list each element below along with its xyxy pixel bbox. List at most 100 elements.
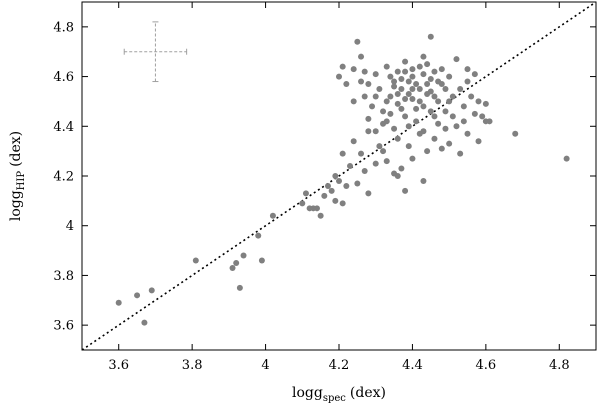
data-point [236,284,243,291]
data-point [358,150,365,157]
data-point [471,110,478,117]
data-point [464,78,471,85]
data-point [424,148,431,155]
data-point [486,118,493,125]
data-point [431,135,438,142]
data-point [563,155,570,162]
data-point [332,197,339,204]
plot-frame [81,1,597,351]
data-point [435,78,442,85]
data-point [347,163,354,170]
x-axis-label-sub: spec [323,393,346,404]
y-tick-label: 4.8 [53,20,74,35]
data-point [328,187,335,194]
data-point [387,73,394,80]
data-point [255,232,262,239]
data-point [435,120,442,127]
x-tick-label: 4.8 [549,358,570,373]
data-point [460,103,467,110]
data-point [148,287,155,294]
data-point [354,180,361,187]
data-point [449,93,456,100]
data-point [372,71,379,78]
data-point [416,86,423,92]
data-point [442,125,449,132]
data-point [317,212,324,219]
data-point [446,140,453,147]
y-tick-label: 4.2 [53,170,74,185]
data-point [369,103,376,110]
y-axis-label-main: logg [8,190,24,221]
data-point [350,98,357,105]
data-point [449,113,456,120]
data-point [336,177,342,184]
y-axis-label: loggHIP (dex) [8,131,27,221]
data-point [442,108,449,115]
data-point [394,90,401,97]
data-point [479,113,486,120]
data-point [453,56,460,63]
data-point [350,138,357,145]
reference-line-group [81,1,597,351]
data-point [299,200,306,207]
error-bar-group [123,21,188,83]
data-point [446,98,453,105]
data-point [394,100,401,107]
one-to-one-line [81,1,597,351]
x-tick-label: 4.6 [476,358,497,373]
data-point [350,66,357,73]
data-point [402,68,409,75]
data-point [512,130,519,137]
data-point [372,93,379,100]
data-point [398,165,405,172]
data-point [339,63,346,70]
data-point [192,257,199,264]
data-point [324,182,331,189]
data-point [457,86,464,92]
data-point [391,83,398,90]
data-point [427,88,434,95]
y-tick-label: 4.4 [53,120,74,135]
data-point [380,148,387,155]
axis-ticks [82,2,596,350]
data-point [332,173,339,179]
data-point [438,66,445,73]
data-point [416,98,423,105]
data-point [336,73,342,80]
data-point [420,71,427,78]
y-tick-label: 4.6 [53,70,74,85]
data-point [229,264,236,271]
data-point [343,182,350,189]
data-point [405,90,412,97]
data-point [361,93,368,100]
data-point [391,125,398,132]
data-point [376,86,383,92]
data-point [453,123,460,130]
data-point [383,98,390,105]
data-point [427,33,434,40]
data-point [431,113,438,120]
data-point [475,138,482,145]
x-tick-label: 4 [261,358,269,373]
data-point [427,76,434,83]
data-point [365,190,372,197]
y-tick-label: 3.8 [53,269,74,284]
y-axis-label-sub: HIP [16,171,27,191]
data-point [402,95,409,102]
data-point [258,257,265,264]
y-tick-label: 4 [66,219,74,234]
data-point [365,128,372,135]
data-point [361,68,368,75]
data-point [233,260,240,266]
data-point [358,53,365,60]
data-point [380,120,387,127]
data-point [383,63,390,70]
data-point [416,63,423,70]
data-point [464,66,471,73]
data-point [361,168,368,175]
data-point [442,86,449,92]
data-point [460,118,467,125]
data-point [413,81,420,88]
data-point [376,143,383,150]
x-tick-label: 4.4 [402,358,423,373]
